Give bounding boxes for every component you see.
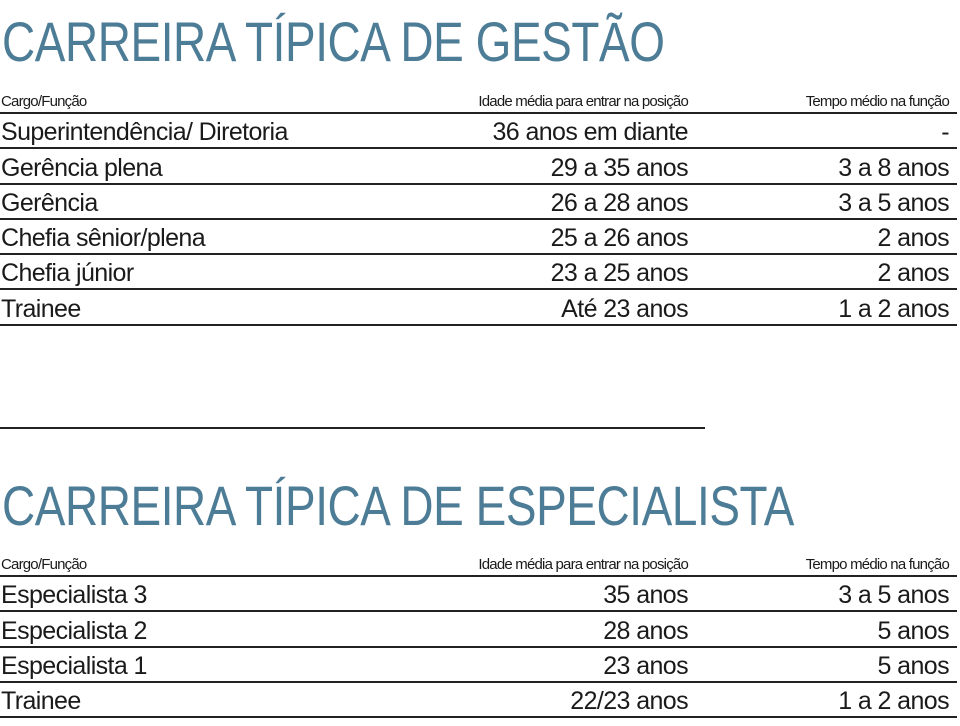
cell: 26 a 28 anos — [550, 188, 689, 217]
cell: Especialista 1 — [1, 651, 147, 680]
cell: 2 anos — [877, 224, 950, 253]
separator — [0, 427, 705, 429]
cell: 5 anos — [877, 616, 950, 645]
header-row: Cargo/Função Idade média para entrar na p… — [0, 88, 957, 114]
cell: Gerência — [1, 188, 98, 217]
table-row: Trainee Até 23 anos 1 a 2 anos — [0, 291, 957, 326]
cell: Gerência plena — [1, 153, 163, 182]
section-title: CARREIRA TÍPICA DE GESTÃO — [2, 10, 665, 73]
cell: Trainee — [1, 687, 81, 716]
table-row: Chefia júnior 23 a 25 anos 2 anos — [0, 255, 957, 291]
cell: Chefia júnior — [1, 259, 134, 288]
cell: 3 a 5 anos — [838, 581, 949, 610]
cell: 1 a 2 anos — [838, 687, 949, 716]
cell: 2 anos — [877, 259, 950, 288]
cell: Até 23 anos — [561, 294, 688, 323]
cell: 3 a 8 anos — [838, 153, 949, 182]
cell: Superintendência/ Diretoria — [1, 118, 288, 147]
cell: 5 anos — [877, 651, 950, 680]
cell: Chefia sênior/plena — [1, 224, 206, 253]
column-header: Tempo médio na função — [805, 556, 950, 573]
cell: 23 a 25 anos — [550, 259, 689, 288]
table-row: Especialista 1 23 anos 5 anos — [0, 648, 957, 683]
table-row: Gerência plena 29 a 35 anos 3 a 8 anos — [0, 149, 957, 185]
section-title: CARREIRA TÍPICA DE ESPECIALISTA — [2, 474, 794, 537]
column-header: Idade média para entrar na posição — [478, 556, 688, 573]
cell: 28 anos — [603, 616, 688, 645]
cell: Especialista 3 — [1, 581, 147, 610]
cell: 36 anos em diante — [492, 118, 688, 147]
table-row: Especialista 3 35 anos 3 a 5 anos — [0, 577, 957, 613]
column-header: Tempo médio na função — [805, 93, 950, 110]
cell: 35 anos — [603, 581, 688, 610]
cell: - — [941, 118, 949, 147]
cell: 3 a 5 anos — [838, 188, 949, 217]
table-row: Chefia sênior/plena 25 a 26 anos 2 anos — [0, 220, 957, 256]
cell: 23 anos — [603, 651, 688, 680]
cell: 25 a 26 anos — [550, 224, 689, 253]
header-row: Cargo/Função Idade média para entrar na p… — [0, 551, 957, 577]
cell: 22/23 anos — [570, 687, 688, 716]
column-header: Cargo/Função — [1, 556, 87, 573]
cell: 29 a 35 anos — [550, 153, 689, 182]
column-header: Idade média para entrar na posição — [478, 93, 688, 110]
table-row: Gerência 26 a 28 anos 3 a 5 anos — [0, 185, 957, 220]
column-header: Cargo/Função — [1, 93, 87, 110]
table-row: Trainee 22/23 anos 1 a 2 anos — [0, 683, 957, 719]
table-row: Superintendência/ Diretoria 36 anos em di… — [0, 114, 957, 150]
cell: Especialista 2 — [1, 616, 147, 645]
table-row: Especialista 2 28 anos 5 anos — [0, 612, 957, 648]
cell: 1 a 2 anos — [838, 294, 949, 323]
cell: Trainee — [1, 294, 81, 323]
